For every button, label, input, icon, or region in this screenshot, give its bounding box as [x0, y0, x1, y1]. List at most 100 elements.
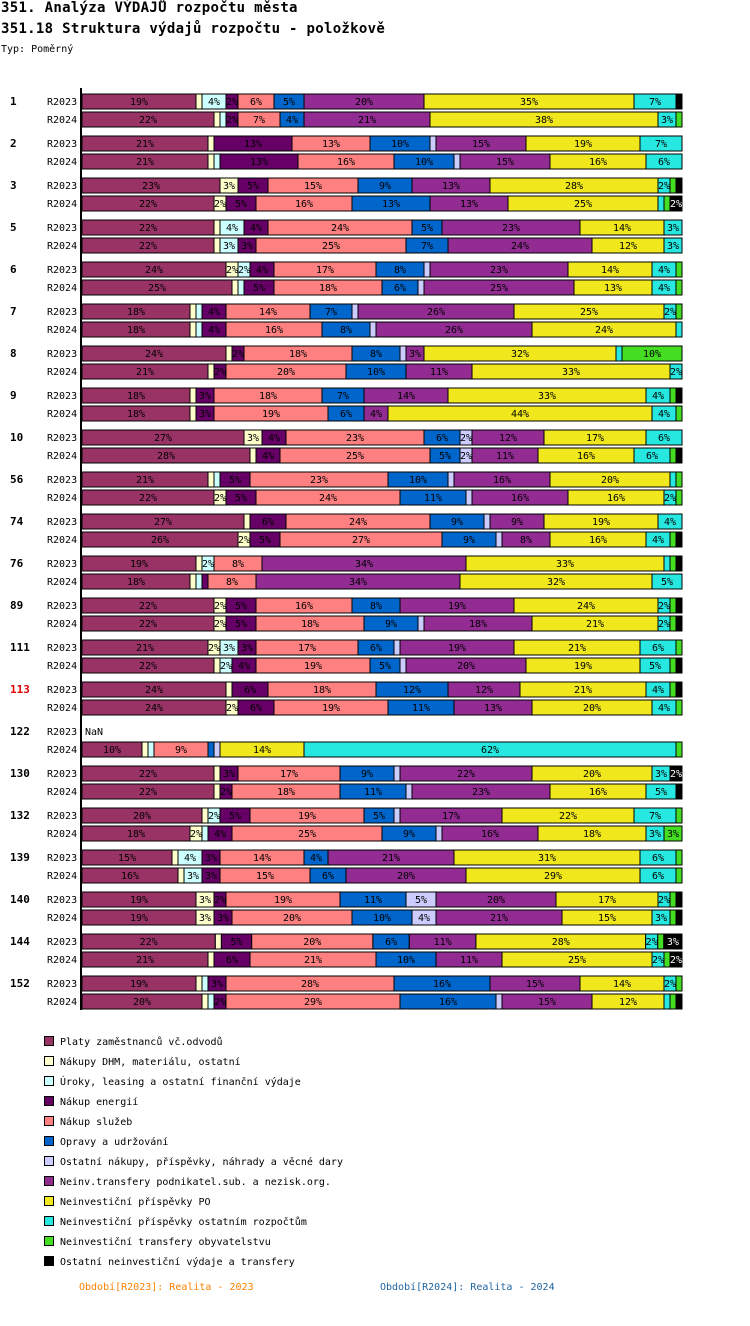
data-label: 8% — [232, 559, 244, 570]
data-label: 2% — [670, 367, 682, 378]
data-label: 5% — [283, 97, 295, 108]
bar-segment — [675, 993, 683, 1010]
period-label: R2023 — [47, 391, 77, 402]
data-label: 22% — [139, 493, 157, 504]
legend-swatch — [44, 1236, 54, 1246]
bar-segment — [213, 237, 221, 254]
data-label: 31% — [538, 853, 556, 864]
data-label: 6% — [340, 409, 352, 420]
bar-segment — [675, 261, 683, 278]
data-label: 4% — [370, 409, 382, 420]
data-label: 21% — [304, 955, 322, 966]
data-label: 17% — [280, 769, 298, 780]
legend-swatch — [44, 1076, 54, 1086]
period-label: R2024 — [47, 619, 77, 630]
data-label: 2% — [214, 619, 226, 630]
bar-segment — [675, 303, 683, 320]
data-label: 2% — [670, 955, 682, 966]
data-label: 7% — [337, 391, 349, 402]
data-label: 4% — [658, 265, 670, 276]
data-label: 9% — [361, 769, 373, 780]
bar-segment — [675, 639, 683, 656]
data-label: 2% — [664, 493, 676, 504]
data-label: 10% — [367, 367, 385, 378]
bar-segment — [669, 615, 677, 632]
data-label: 15% — [538, 997, 556, 1008]
data-label: 3% — [223, 643, 235, 654]
data-label: 3% — [667, 937, 679, 948]
data-label: 12% — [403, 685, 421, 696]
bar-segment — [657, 195, 665, 212]
data-label: 21% — [382, 853, 400, 864]
legend-label: Neinv.transfery podnikatel.sub. a nezisk… — [60, 1177, 331, 1188]
bar-segment — [453, 153, 461, 170]
data-label: 6% — [652, 643, 664, 654]
bar-segment — [645, 153, 683, 170]
bar-segment — [201, 975, 209, 992]
bar-segment — [399, 345, 407, 362]
legend-swatch — [44, 1216, 54, 1226]
data-label: 3% — [205, 871, 217, 882]
period-label: R2023 — [47, 811, 77, 822]
data-label: 24% — [349, 517, 367, 528]
data-label: 7% — [253, 115, 265, 126]
bar-segment — [483, 513, 491, 530]
data-label: 22% — [139, 199, 157, 210]
data-label: 18% — [127, 325, 145, 336]
data-label: 6% — [394, 283, 406, 294]
data-label: 18% — [277, 787, 295, 798]
period-label: R2024 — [47, 955, 77, 966]
legend-label: Neinvestiční transfery obyvatelstvu — [60, 1237, 271, 1248]
data-label: 20% — [601, 475, 619, 486]
bar-segment — [435, 825, 443, 842]
bar-segment — [225, 681, 233, 698]
data-label: 4% — [310, 853, 322, 864]
data-label: 28% — [301, 979, 319, 990]
data-label: 6% — [370, 643, 382, 654]
legend-label: Úroky, leasing a ostatní finanční výdaje — [60, 1077, 301, 1088]
bar-segment — [195, 975, 203, 992]
period-label: R2023 — [47, 307, 77, 318]
data-label: 5% — [259, 535, 271, 546]
data-label: 2% — [208, 811, 220, 822]
data-label: 24% — [145, 703, 163, 714]
bar-segment — [675, 279, 683, 296]
period-label: R2023 — [47, 433, 77, 444]
data-label: 2% — [202, 559, 214, 570]
data-label: 16% — [511, 493, 529, 504]
period-label: R2023 — [47, 769, 77, 780]
data-label: 21% — [136, 955, 154, 966]
data-label: 2% — [658, 895, 670, 906]
period-label: R2024 — [47, 493, 77, 504]
data-label: 18% — [127, 409, 145, 420]
bar-segment — [669, 891, 677, 908]
data-label: 12% — [619, 241, 637, 252]
data-label: 6% — [652, 871, 664, 882]
data-label: 26% — [445, 325, 463, 336]
bar-segment — [669, 765, 683, 782]
data-label: 13% — [244, 139, 262, 150]
period-label: R2024 — [47, 199, 77, 210]
data-label: 2% — [658, 619, 670, 630]
period-label: R2023 — [47, 853, 77, 864]
data-label: 17% — [586, 433, 604, 444]
data-label: 4% — [184, 853, 196, 864]
period-label: R2023 — [47, 139, 77, 150]
data-label: 2% — [214, 367, 226, 378]
bar-segment — [639, 135, 683, 152]
bar-segment — [423, 261, 431, 278]
data-label: 24% — [145, 349, 163, 360]
group-label: 113 — [10, 683, 30, 696]
data-label: 18% — [583, 829, 601, 840]
data-label: 12% — [475, 685, 493, 696]
data-label: 19% — [130, 97, 148, 108]
data-label: 3% — [223, 241, 235, 252]
legend-swatch — [44, 1136, 54, 1146]
data-label: 2% — [220, 661, 232, 672]
data-label: 5% — [655, 787, 667, 798]
bar-segment — [213, 153, 221, 170]
period-label: R2024 — [47, 661, 77, 672]
data-label: 22% — [139, 619, 157, 630]
bar-segment — [207, 471, 215, 488]
data-label: 19% — [304, 661, 322, 672]
